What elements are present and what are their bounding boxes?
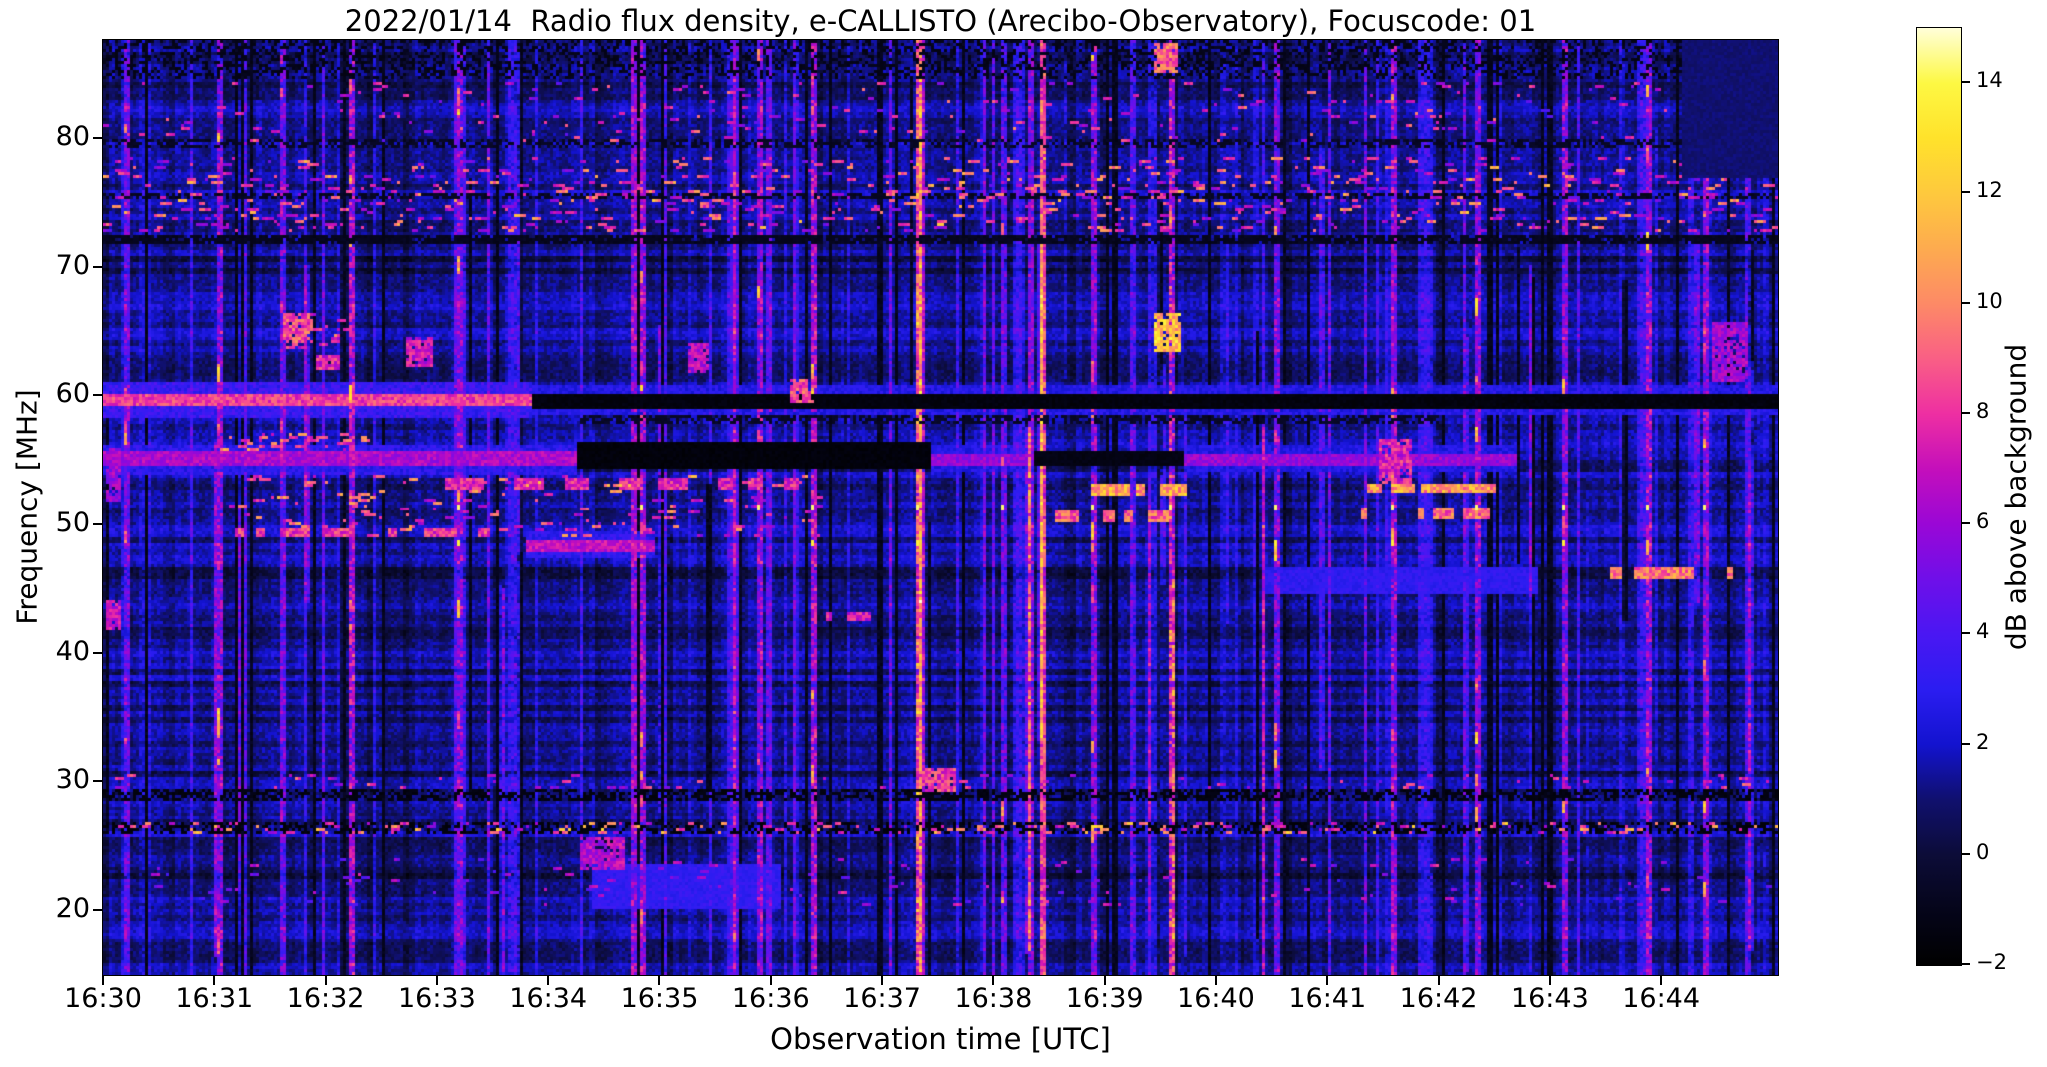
x-tick-label: 16:30 — [64, 983, 142, 1014]
x-tick-mark — [1103, 976, 1106, 985]
x-tick-label: 16:31 — [175, 983, 254, 1014]
colorbar-tick-label: 12 — [1976, 178, 2003, 203]
x-tick-mark — [1214, 976, 1217, 985]
x-tick-label: 16:39 — [1065, 983, 1144, 1014]
x-tick-label: 16:35 — [620, 983, 699, 1014]
x-tick-mark — [102, 976, 104, 985]
y-tick-mark — [93, 651, 102, 654]
x-tick-label: 16:32 — [286, 983, 365, 1014]
colorbar-tick-mark — [1962, 632, 1970, 635]
colorbar-tick-mark — [1962, 81, 1970, 84]
colorbar-tick-mark — [1962, 301, 1970, 304]
x-tick-label: 16:36 — [731, 983, 810, 1014]
colorbar-tick-mark — [1962, 411, 1970, 414]
plot-border — [102, 39, 1779, 976]
colorbar-gradient — [1916, 27, 1962, 966]
x-tick-label: 16:38 — [954, 983, 1033, 1014]
y-tick-label: 30 — [55, 764, 90, 796]
x-tick-label: 16:43 — [1510, 983, 1589, 1014]
x-tick-mark — [213, 976, 216, 985]
x-tick-label: 16:34 — [509, 983, 588, 1014]
x-tick-mark — [881, 976, 884, 985]
x-tick-label: 16:41 — [1288, 983, 1367, 1014]
x-axis-label: Observation time [UTC] — [770, 1022, 1111, 1056]
y-tick-label: 50 — [55, 506, 90, 538]
x-tick-mark — [1437, 976, 1440, 985]
x-tick-mark — [658, 976, 661, 985]
x-tick-label: 16:44 — [1622, 983, 1701, 1014]
x-tick-mark — [1660, 976, 1663, 985]
x-tick-label: 16:40 — [1177, 983, 1255, 1014]
colorbar-tick-label: 4 — [1976, 619, 1990, 644]
y-tick-label: 20 — [55, 893, 90, 924]
x-tick-mark — [1326, 976, 1329, 985]
x-tick-label: 16:37 — [843, 983, 921, 1014]
y-tick-mark — [93, 780, 102, 783]
x-tick-mark — [324, 976, 327, 985]
colorbar-tick-label: 0 — [1976, 839, 1990, 864]
y-tick-label: 70 — [55, 249, 90, 281]
colorbar-tick-mark — [1962, 963, 1970, 965]
y-tick-mark — [93, 136, 102, 139]
y-tick-label: 60 — [55, 378, 90, 410]
x-tick-label: 16:33 — [397, 983, 476, 1014]
y-tick-mark — [93, 522, 102, 525]
colorbar-tick-label: 14 — [1976, 68, 2003, 93]
colorbar-tick-label: −2 — [1976, 950, 2007, 974]
y-tick-mark — [93, 265, 102, 268]
chart-title: 2022/01/14 Radio flux density, e-CALLIST… — [344, 4, 1537, 38]
colorbar-tick-mark — [1962, 522, 1970, 525]
y-tick-mark — [93, 394, 102, 397]
x-tick-mark — [547, 976, 550, 985]
colorbar-tick-label: 10 — [1976, 288, 2003, 313]
spectrogram-canvas — [103, 40, 1778, 975]
colorbar-tick-label: 6 — [1976, 509, 1990, 534]
colorbar-tick-label: 2 — [1976, 729, 1990, 754]
colorbar-tick-mark — [1962, 852, 1970, 855]
x-tick-label: 16:42 — [1399, 983, 1478, 1014]
y-tick-label: 40 — [55, 635, 90, 667]
colorbar-tick-label: 8 — [1976, 398, 1990, 423]
colorbar-label: dB above background — [1999, 343, 2033, 651]
x-tick-mark — [1548, 976, 1551, 985]
x-tick-mark — [435, 976, 438, 985]
x-tick-mark — [992, 976, 995, 985]
y-tick-label: 80 — [55, 120, 90, 152]
colorbar-tick-mark — [1962, 742, 1970, 745]
colorbar-tick-mark — [1962, 191, 1970, 194]
x-tick-mark — [769, 976, 772, 985]
y-tick-mark — [93, 909, 102, 911]
